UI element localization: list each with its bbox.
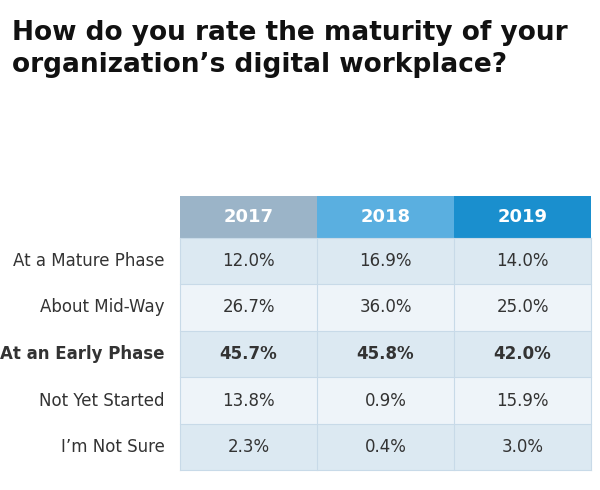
FancyBboxPatch shape	[454, 196, 591, 238]
Text: At an Early Phase: At an Early Phase	[1, 345, 165, 363]
Text: 15.9%: 15.9%	[496, 392, 549, 410]
FancyBboxPatch shape	[180, 424, 591, 470]
Text: 26.7%: 26.7%	[222, 298, 275, 317]
FancyBboxPatch shape	[180, 196, 317, 238]
FancyBboxPatch shape	[180, 377, 591, 424]
Text: 2019: 2019	[497, 208, 548, 226]
Text: Not Yet Started: Not Yet Started	[40, 392, 165, 410]
Text: 2.3%: 2.3%	[227, 438, 269, 456]
FancyBboxPatch shape	[180, 284, 591, 331]
Text: 25.0%: 25.0%	[496, 298, 549, 317]
Text: 42.0%: 42.0%	[494, 345, 551, 363]
Text: 2018: 2018	[361, 208, 410, 226]
Text: 16.9%: 16.9%	[359, 252, 412, 270]
Text: I’m Not Sure: I’m Not Sure	[61, 438, 165, 456]
Text: 0.9%: 0.9%	[365, 392, 406, 410]
Text: 12.0%: 12.0%	[222, 252, 275, 270]
Text: 14.0%: 14.0%	[496, 252, 549, 270]
FancyBboxPatch shape	[180, 331, 591, 377]
Text: About Mid-Way: About Mid-Way	[40, 298, 165, 317]
FancyBboxPatch shape	[180, 238, 591, 284]
Text: 13.8%: 13.8%	[222, 392, 275, 410]
Text: At a Mature Phase: At a Mature Phase	[13, 252, 165, 270]
Text: 2017: 2017	[223, 208, 274, 226]
Text: 3.0%: 3.0%	[502, 438, 544, 456]
Text: 36.0%: 36.0%	[359, 298, 412, 317]
Text: How do you rate the maturity of your
organization’s digital workplace?: How do you rate the maturity of your org…	[12, 20, 568, 77]
Text: 45.7%: 45.7%	[220, 345, 277, 363]
Text: 45.8%: 45.8%	[356, 345, 415, 363]
FancyBboxPatch shape	[317, 196, 454, 238]
Text: 0.4%: 0.4%	[365, 438, 406, 456]
